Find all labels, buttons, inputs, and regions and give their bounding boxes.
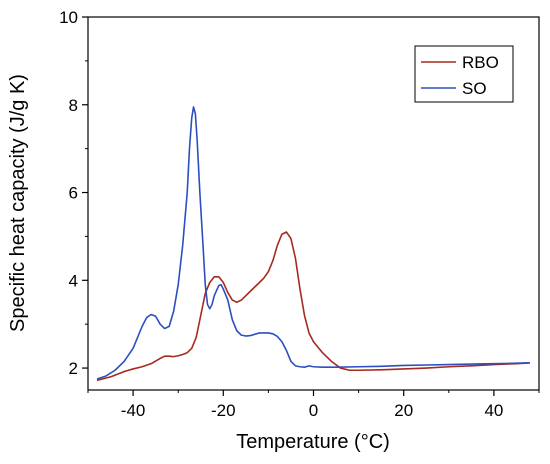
x-tick-label: -40 (121, 401, 146, 420)
x-tick-label: 0 (309, 401, 318, 420)
y-tick-label: 10 (59, 8, 78, 27)
x-tick-label: -20 (211, 401, 236, 420)
y-tick-label: 4 (69, 271, 78, 290)
y-tick-label: 2 (69, 359, 78, 378)
x-axis-ticks: -40 -20 0 20 40 (87, 390, 540, 420)
y-tick-label: 6 (69, 184, 78, 203)
x-axis-title: Temperature (°C) (236, 431, 390, 453)
series-layer (96, 106, 531, 382)
legend: RBO SO (414, 45, 514, 103)
y-axis-title: Specific heat capacity (J/g K) (7, 74, 29, 332)
y-axis-ticks: 2 4 6 8 10 (59, 8, 88, 378)
legend-label-so: SO (462, 79, 487, 98)
legend-label-rbo: RBO (462, 53, 499, 72)
legend-box (414, 45, 514, 103)
y-tick-label: 8 (69, 96, 78, 115)
x-tick-label: 20 (394, 401, 413, 420)
series-line-so (96, 106, 531, 380)
series-line-rbo (96, 231, 531, 382)
x-tick-label: 40 (484, 401, 503, 420)
